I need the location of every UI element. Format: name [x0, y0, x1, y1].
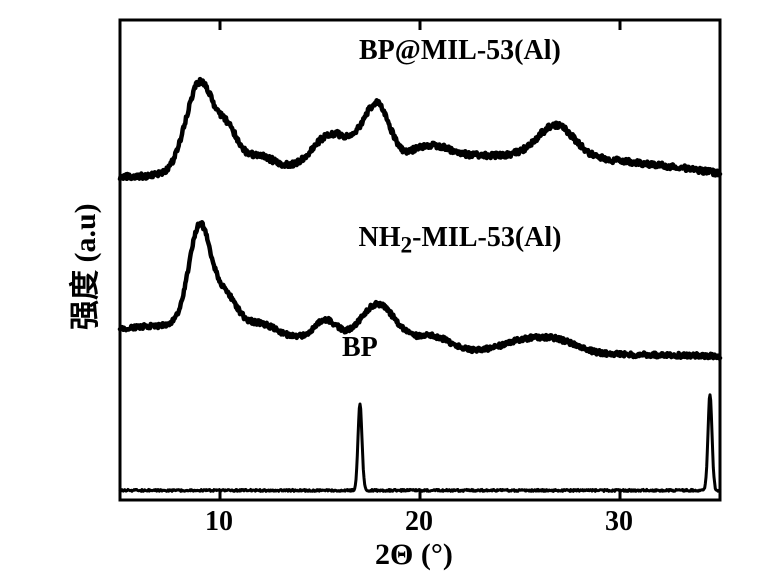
series-label-bottom: BP	[342, 332, 378, 364]
x-tick-label: 30	[605, 506, 633, 538]
x-tick-label: 20	[405, 506, 433, 538]
y-axis-label: 强度 (a.u)	[60, 203, 104, 330]
series-label-middle: NH2-MIL-53(Al)	[359, 222, 562, 260]
series-label-top: BP@MIL-53(Al)	[359, 35, 561, 67]
x-axis-label: 2Θ (°)	[375, 538, 453, 572]
chart-svg	[0, 0, 760, 585]
x-tick-label: 10	[205, 506, 233, 538]
xrd-chart: 强度 (a.u) 2Θ (°) BP@MIL-53(Al) NH2-MIL-53…	[0, 0, 760, 585]
